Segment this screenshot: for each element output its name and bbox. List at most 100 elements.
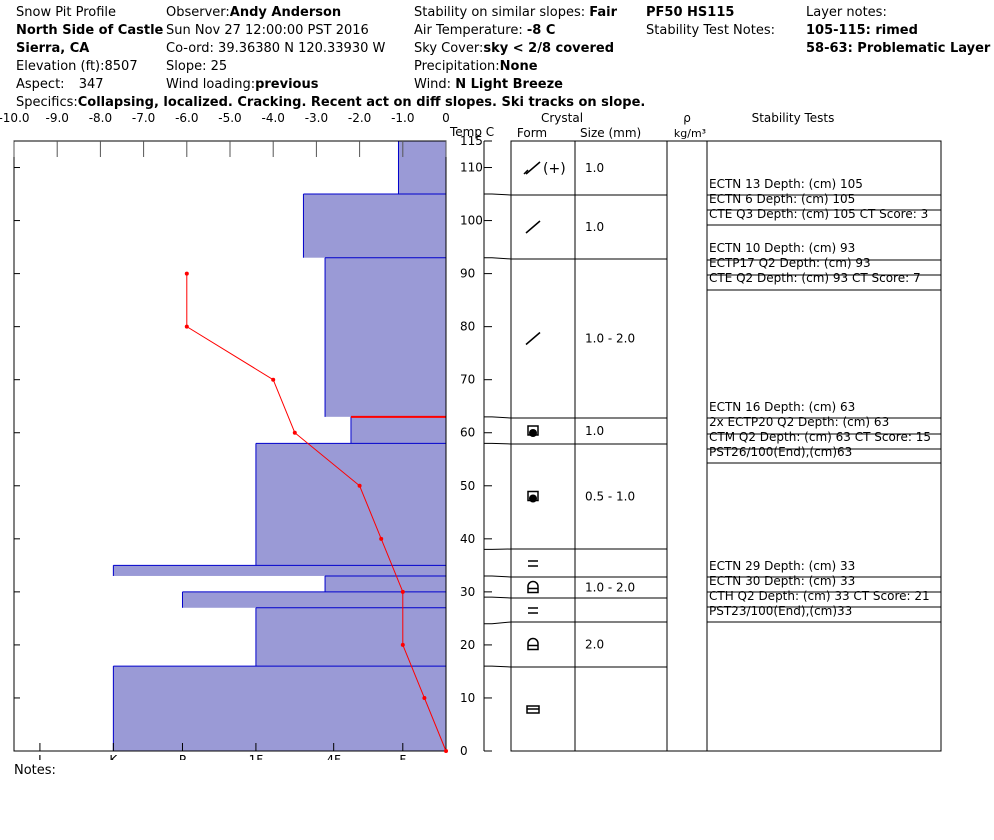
coordinates: Co-ord: 39.36380 N 120.33930 W	[166, 40, 385, 58]
specifics-label: Specifics:	[16, 95, 78, 110]
wind-label: Wind:	[414, 77, 452, 92]
slope-value: 25	[210, 59, 228, 74]
specifics: Specifics:Collapsing, localized. Crackin…	[16, 94, 645, 112]
hardness-bar	[325, 257, 446, 417]
height-connector	[484, 575, 512, 578]
crystal-form-df-icon	[525, 331, 541, 346]
hardness-bar	[255, 443, 446, 566]
crystal-form-dh-icon	[527, 580, 539, 594]
table-frame	[510, 140, 942, 752]
crystal-form-sh-icon	[528, 560, 538, 567]
hardness-bar	[255, 607, 446, 667]
crystal-form-mf-icon	[527, 425, 539, 437]
hardness-bar	[113, 565, 447, 576]
precip-label: Precipitation:	[414, 59, 500, 74]
crystal-form-df-icon	[525, 220, 541, 234]
stability-test: ECTN 30 Depth: (cm) 33	[709, 574, 855, 588]
sky-value: sky < 2/8 covered	[483, 41, 615, 56]
temp-tick-label: -7.0	[132, 111, 155, 125]
sky-label: Sky Cover:	[414, 41, 484, 56]
stability-test: ECTN 13 Depth: (cm) 105	[709, 177, 863, 191]
specifics-value: Collapsing, localized. Cracking. Recent …	[77, 95, 646, 110]
aspect-value: 347	[78, 77, 104, 92]
stability-similar: Stability on similar slopes: Fair	[414, 4, 617, 22]
temperature-profile	[184, 271, 448, 753]
height-tick-label: 80	[460, 320, 475, 334]
slash	[525, 331, 541, 346]
elevation: Elevation (ft):8507	[16, 58, 138, 76]
height-connector	[484, 416, 512, 419]
wind-loading-label: Wind loading:	[166, 77, 256, 92]
plus-symbol: (+)	[543, 161, 566, 177]
height-tick-label: 90	[460, 267, 475, 281]
temperature-point	[444, 749, 448, 753]
stability-value: Fair	[589, 5, 618, 20]
hardness-bar	[325, 575, 446, 592]
wind: Wind: N Light Breeze	[414, 76, 563, 94]
stability-test: 2x ECTP20 Q2 Depth: (cm) 63	[709, 415, 889, 429]
height-tick-label: 110	[460, 161, 483, 175]
temp-tick-label: -2.0	[348, 111, 371, 125]
height-connector	[484, 257, 512, 260]
height-tick-label: 30	[460, 585, 475, 599]
temperature-point	[184, 324, 189, 329]
stability-test: PST26/100(End),(cm)63	[709, 445, 852, 459]
crystal-size: 1.0 - 2.0	[585, 581, 635, 595]
hardness-tick-label: 4F	[326, 753, 341, 760]
snow-profile-chart: -10.0 -9.0 -8.0 -7.0 -6.0 -5.0 -4.0 -3.0 -2.0 -1.…	[0, 111, 942, 760]
elevation-label: Elevation (ft):	[16, 59, 105, 74]
temperature-line	[186, 273, 447, 752]
precipitation: Precipitation:None	[414, 58, 538, 76]
crystal-form-fc-icon	[526, 705, 540, 714]
page-title: Snow Pit Profile	[16, 5, 117, 20]
hardness-bar	[398, 141, 446, 195]
hardness-tick-label: I	[38, 753, 42, 760]
layer-note-1: 105-115: rimed	[806, 23, 918, 38]
hardness-bars	[112, 140, 447, 751]
height-tick-label: 40	[460, 532, 475, 546]
wind-loading: Wind loading:previous	[166, 76, 318, 94]
temperature-point	[400, 642, 405, 647]
mf-dot	[529, 494, 537, 503]
crystal-size: 1.0	[585, 220, 604, 234]
temperature-point	[184, 271, 189, 276]
slash	[525, 220, 541, 234]
wind-value: N Light Breeze	[455, 77, 563, 92]
height-tick-label: 70	[460, 373, 475, 387]
aspect: Aspect: 347	[16, 76, 104, 94]
height-connector	[484, 665, 512, 668]
observer-value: Andy Anderson	[229, 5, 342, 20]
height-tick-label: 10	[460, 691, 475, 705]
temp-tick-label: -10.0	[0, 111, 30, 125]
stability-notes-label: Stability Test Notes:	[646, 23, 775, 38]
temperature-point	[379, 536, 384, 541]
crystal-size: 1.0 - 2.0	[585, 332, 635, 346]
height-connector	[484, 442, 512, 445]
aspect-label: Aspect:	[16, 77, 65, 92]
temperature-point	[271, 377, 276, 382]
stability-test: ECTN 10 Depth: (cm) 93	[709, 241, 855, 255]
hardness-tick-label: P	[179, 753, 186, 760]
coord-label: Co-ord:	[166, 41, 214, 56]
height-tick-label: 60	[460, 426, 475, 440]
temp-tick-label: -1.0	[391, 111, 414, 125]
hardness-bar	[182, 591, 447, 608]
sky-cover: Sky Cover:sky < 2/8 covered	[414, 40, 614, 58]
slope-label: Slope:	[166, 59, 207, 74]
stability-test: ECTP17 Q2 Depth: (cm) 93	[709, 256, 871, 270]
temp-tick-label: -9.0	[45, 111, 68, 125]
elevation-value: 8507	[104, 59, 138, 74]
height-connector	[484, 596, 512, 599]
crystal-form-sh-icon	[528, 607, 538, 614]
crystal-header: Crystal	[541, 111, 583, 125]
temp-tick-label: -5.0	[218, 111, 241, 125]
temperature-point	[357, 483, 362, 488]
stability-test: CTE Q2 Depth: (cm) 93 CT Score: 7	[709, 271, 921, 285]
slash	[525, 161, 541, 175]
datetime: Sun Nov 27 12:00:00 PST 2016	[166, 23, 369, 38]
temperature-point	[400, 589, 405, 594]
temp-tick-label: -3.0	[305, 111, 328, 125]
temperature-point	[292, 430, 297, 435]
hardness-tick-label: 1F	[249, 753, 264, 760]
